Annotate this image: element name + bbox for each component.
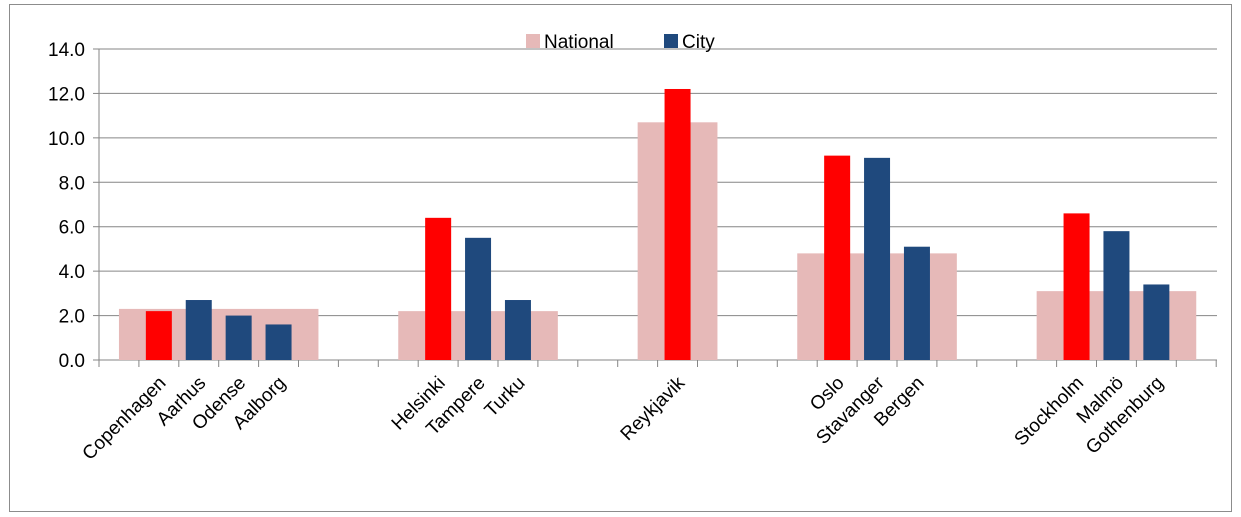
city-bar [664,88,691,360]
city-bar [465,237,492,360]
city-bar [1103,231,1130,360]
city-bar [1143,284,1170,360]
y-tick-label: 8.0 [59,173,85,194]
y-tick-label: 2.0 [59,307,85,328]
category-label: Turku [481,373,530,422]
city-bar [824,155,851,360]
legend-label-city: City [682,32,715,53]
city-bar [425,217,452,360]
legend-swatch-city [664,34,678,48]
legend-swatch-national [526,34,540,48]
city-bar [1063,213,1090,360]
y-tick-label: 12.0 [48,84,85,105]
city-bar [903,246,930,360]
y-tick-label: 0.0 [59,351,85,372]
city-bar [265,324,292,360]
city-bar [185,300,212,360]
city-bar [864,157,891,360]
y-tick-label: 6.0 [59,218,85,239]
y-tick-label: 14.0 [48,40,85,61]
category-label: Reykjavik [617,372,690,445]
city-bar [145,311,172,360]
city-bar [504,300,531,360]
legend-label-national: National [544,32,614,53]
city-bar [225,315,252,360]
chart-frame [9,4,1232,512]
y-tick-label: 4.0 [59,262,85,283]
y-tick-label: 10.0 [48,129,85,150]
